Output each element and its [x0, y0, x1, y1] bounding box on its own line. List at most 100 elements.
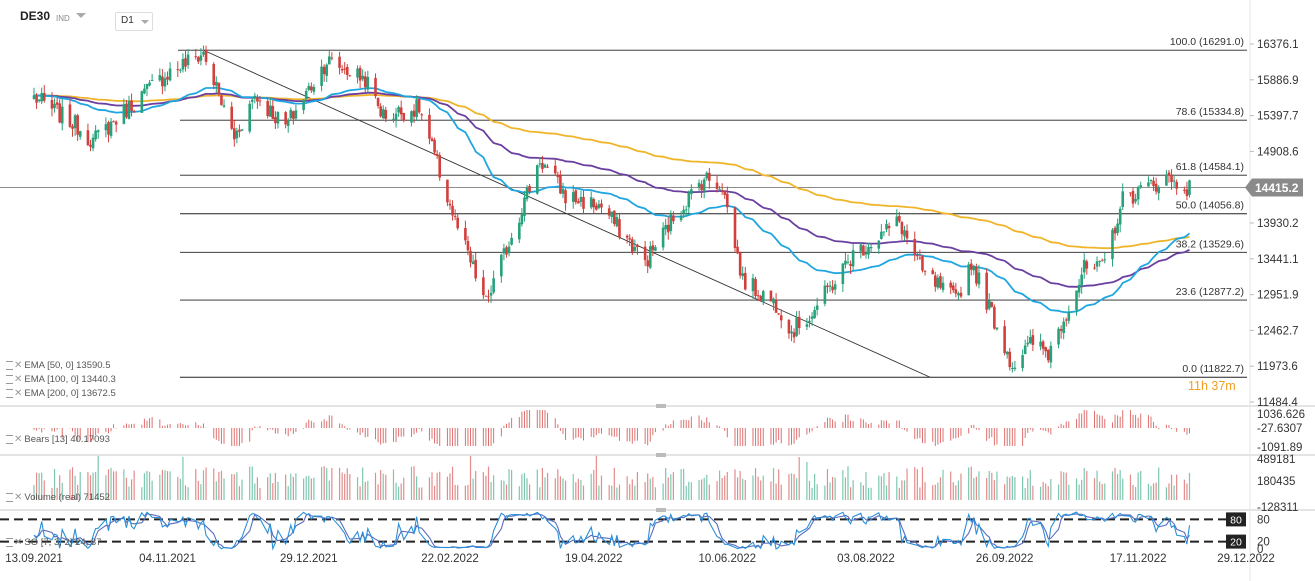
- legend-so[interactable]: ✕ SO [7, 3, 2] 24, 37: [6, 537, 102, 548]
- candle-body: [71, 126, 74, 129]
- so-level-badge: [1226, 534, 1246, 549]
- candle-body: [343, 68, 347, 70]
- candle-body: [933, 275, 937, 287]
- x-tick-label: 29.12.2022: [1217, 553, 1275, 565]
- bears-power-series: [33, 410, 1191, 446]
- settings-icon[interactable]: [6, 434, 13, 444]
- candle-body: [78, 131, 82, 137]
- x-tick-label: 03.08.2022: [837, 553, 895, 565]
- candle-body: [1113, 227, 1117, 234]
- candle-body: [684, 209, 688, 211]
- volume-axis-label: -128311: [1257, 502, 1298, 514]
- candle-body: [808, 320, 811, 323]
- candle-body: [810, 316, 814, 319]
- fib-level-label: 61.8 (14584.1): [1176, 161, 1244, 173]
- candle-body: [543, 164, 547, 168]
- candle-body: [1067, 311, 1071, 321]
- candle-body: [374, 77, 377, 97]
- candle-body: [338, 56, 341, 68]
- candle-body: [312, 86, 316, 92]
- candle-body: [35, 95, 38, 103]
- candle-body: [648, 246, 652, 268]
- candle-body: [340, 69, 344, 71]
- candle-body: [880, 231, 883, 239]
- candle-body: [895, 216, 899, 227]
- close-icon[interactable]: ✕: [14, 388, 23, 399]
- candle-body: [654, 247, 657, 251]
- candle-body: [862, 245, 865, 256]
- settings-icon[interactable]: [6, 360, 13, 370]
- candle-body: [918, 257, 922, 259]
- candle-body: [669, 214, 673, 231]
- settings-icon[interactable]: [6, 492, 13, 502]
- candle-body: [1147, 182, 1150, 187]
- settings-icon[interactable]: [6, 388, 13, 398]
- candle-body: [846, 261, 850, 263]
- candle-body: [921, 256, 924, 271]
- chevron-down-icon: [141, 20, 149, 24]
- candle-body: [37, 99, 41, 102]
- candle-body: [613, 210, 616, 225]
- candle-body: [556, 174, 560, 178]
- candle-body: [1100, 260, 1104, 262]
- candle-body: [553, 165, 557, 174]
- close-icon[interactable]: ✕: [14, 492, 23, 503]
- symbol-dropdown-icon[interactable]: [76, 13, 86, 18]
- candle-body: [813, 310, 816, 319]
- timeframe-selector[interactable]: D1: [115, 12, 153, 31]
- close-icon[interactable]: ✕: [14, 374, 23, 385]
- candle-body: [402, 113, 406, 121]
- candle-body: [951, 285, 955, 291]
- candle-body: [348, 75, 352, 77]
- close-icon[interactable]: ✕: [14, 360, 23, 371]
- candle-body: [394, 113, 398, 120]
- legend-ema50[interactable]: ✕ EMA [50, 0] 13590.5: [6, 360, 110, 371]
- legend-ema100[interactable]: ✕ EMA [100, 0] 13440.3: [6, 374, 116, 385]
- fib-level-label: 23.6 (12877.2): [1176, 286, 1244, 298]
- candle-body: [589, 197, 593, 208]
- candle-body: [844, 260, 847, 265]
- legend-ema200[interactable]: ✕ EMA [200, 0] 13672.5: [6, 388, 116, 399]
- candle-body: [795, 317, 798, 336]
- candle-body: [913, 238, 917, 256]
- candle-body: [310, 86, 313, 91]
- candle-body: [168, 68, 172, 81]
- candle-body: [240, 129, 244, 131]
- candle-body: [258, 100, 262, 102]
- candle-body: [903, 230, 906, 237]
- symbol-label[interactable]: DE30: [20, 9, 51, 23]
- x-tick-label: 13.09.2021: [5, 553, 63, 565]
- x-tick-label: 26.09.2022: [976, 553, 1034, 565]
- close-icon[interactable]: ✕: [14, 537, 23, 548]
- candle-body: [1185, 189, 1189, 196]
- candle-body: [212, 64, 216, 86]
- candle-body: [546, 166, 549, 168]
- y-tick-label: 15886.9: [1257, 75, 1299, 87]
- legend-bears[interactable]: ✕ Bears [13] 40.17093: [6, 434, 110, 445]
- candle-body: [679, 215, 683, 221]
- candle-body: [1049, 345, 1053, 363]
- candle-body: [723, 191, 727, 195]
- candle-body: [697, 182, 701, 188]
- candle-body: [769, 290, 773, 302]
- candle-body: [995, 327, 999, 330]
- candle-body: [1111, 229, 1114, 260]
- ema-100-line: [33, 91, 1190, 288]
- candle-body: [1029, 337, 1032, 344]
- candle-body: [222, 105, 226, 107]
- settings-icon[interactable]: [6, 374, 13, 384]
- candle-body: [923, 270, 927, 272]
- legend-volume[interactable]: ✕ Volume (real) 71452: [6, 492, 110, 503]
- candle-countdown: 11h 37m: [1188, 379, 1236, 393]
- candle-body: [412, 110, 416, 117]
- close-icon[interactable]: ✕: [14, 434, 23, 445]
- candle-body: [1023, 345, 1027, 355]
- candle-body: [202, 51, 205, 55]
- candle-body: [1064, 319, 1068, 321]
- candle-body: [1157, 186, 1160, 194]
- price-badge-label: 14415.2: [1255, 181, 1299, 195]
- candle-body: [148, 82, 151, 86]
- settings-icon[interactable]: [6, 537, 13, 547]
- candle-body: [851, 250, 855, 267]
